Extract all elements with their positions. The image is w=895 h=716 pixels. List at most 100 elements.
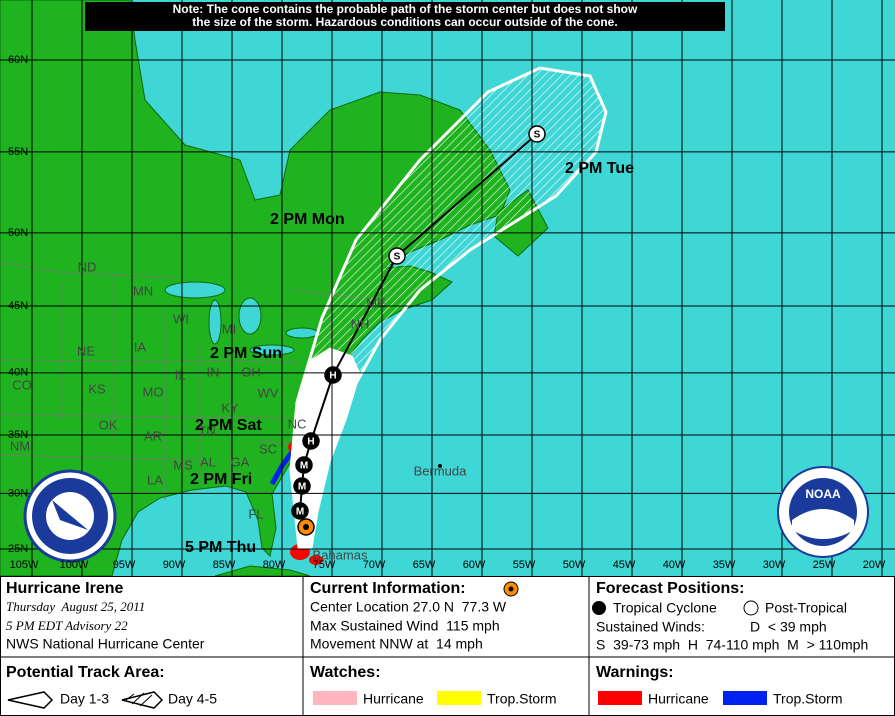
track-marker-letter: H [307,437,314,448]
state-label: MI [222,321,236,336]
longitude-label: 100W [60,559,89,571]
cone-day-1-3 [289,347,361,549]
track-marker [528,125,546,143]
latitude-label: 45N [8,300,28,312]
track-marker [388,247,406,265]
watches-title: Watches: [310,664,381,681]
state-label: KS [88,381,106,396]
track-marker-letter: M [300,461,308,472]
state-label: WI [173,311,189,326]
state-label: MN [133,283,153,298]
forecast-time: 2 PM Sun [210,345,282,362]
tropical-icon [592,601,606,615]
bermuda-dot [438,464,442,468]
track-marker-letter: S [394,252,401,263]
track-area-title: Potential Track Area: [6,664,165,681]
state-label: MO [143,384,164,399]
advisory: 5 PM EDT Advisory 22 [6,618,128,633]
day-4-5-icon [121,691,164,709]
longitude-label: 75W [313,559,336,571]
state-label: MS [173,457,193,472]
track-marker [302,432,320,450]
longitude-label: 20W [863,559,886,571]
track-marker [293,477,311,495]
latitude-label: 35N [8,429,28,441]
longitude-label: 55W [513,559,536,571]
state-label: CO [12,377,32,392]
place-label: Bahamas [313,547,368,562]
noaa-logo: NOAA [777,466,869,558]
state-label: LA [147,472,163,487]
wind-scale: S 39-73 mph H 74-110 mph M > 110mph [596,637,868,653]
latitude-label: 55N [8,146,28,158]
track-marker-letter: M [296,507,304,518]
longitude-label: 35W [713,559,736,571]
place-label: Bermuda [414,463,468,478]
state-label: NE [77,343,95,358]
longitude-label: 25W [813,559,836,571]
state-label: ME [366,295,386,310]
note-line: the size of the storm. Hazardous conditi… [192,15,617,29]
center-location: Center Location 27.0 N 77.3 W [310,599,507,615]
warning-hurricane-swatch [598,691,642,705]
watch-storm-label: Trop.Storm [487,691,557,707]
longitude-label: 50W [563,559,586,571]
day-1-3-label: Day 1-3 [60,691,109,707]
track-marker-letter: M [298,482,306,493]
warnings-title: Warnings: [596,664,674,681]
track-marker [324,366,342,384]
tropical-label: Tropical Cyclone [613,600,717,616]
state-label: OH [241,364,261,379]
post-tropical-icon [743,600,759,616]
forecast-time: 5 PM Thu [185,539,256,556]
state-label: GA [231,454,250,469]
forecast-time: 2 PM Sat [195,417,262,434]
post-tropical-label: Post-Tropical [765,600,847,616]
state-label: AR [144,428,162,443]
longitude-label: 40W [663,559,686,571]
longitude-label: 95W [113,559,136,571]
movement: Movement NNW at 14 mph [310,636,483,652]
forecast-time: 2 PM Fri [190,471,252,488]
warning-hurricane-label: Hurricane [648,691,709,707]
note-box [85,2,725,31]
longitude-label: 70W [363,559,386,571]
state-label: NH [351,316,370,331]
forecast-time: 2 PM Mon [270,211,345,228]
longitude-label: 65W [413,559,436,571]
current-position-dot [303,524,309,530]
track-marker [291,502,309,520]
day-4-5-hatch [125,692,153,707]
state-label: ND [78,259,97,274]
forecast-title: Forecast Positions: [596,580,744,597]
state-label: SC [259,441,277,456]
latitude-label: 40N [8,367,28,379]
track-marker-letter: S [534,130,541,141]
warning-storm-swatch [723,691,767,705]
state-borders [0,260,381,500]
note-line: Note: The cone contains the probable pat… [173,2,638,16]
state-label: TN [198,423,215,438]
winds-title: Sustained Winds: [596,619,705,635]
day-4-5-label: Day 4-5 [168,691,217,707]
longitude-label: 45W [613,559,636,571]
warning-storm-label: Trop.Storm [773,691,843,707]
state-label: NM [10,438,30,453]
latitude-label: 25N [8,543,28,555]
latitude-label: 30N [8,487,28,499]
max-wind: Max Sustained Wind 115 mph [310,618,500,634]
depression-scale: D < 39 mph [750,619,827,635]
state-label: OK [99,417,118,432]
forecast-time: 2 PM Tue [565,160,634,177]
day-1-3-icon [7,691,54,709]
nws-logo [23,469,117,563]
noaa-text: NOAA [805,487,841,501]
state-label: IL [175,367,186,382]
latitude-label: 50N [8,227,28,239]
track-marker-letter: H [329,371,336,382]
longitude-label: 60W [463,559,486,571]
state-label: AL [200,454,216,469]
latitude-label: 60N [8,54,28,66]
longitude-label: 80W [263,559,286,571]
